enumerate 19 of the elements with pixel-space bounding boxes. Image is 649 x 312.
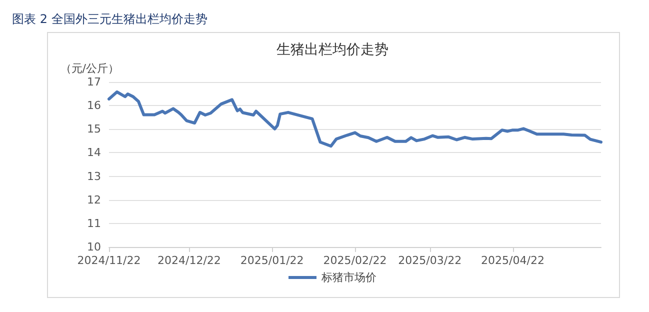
chart-title: 生猪出栏均价走势 <box>276 42 388 58</box>
x-tick-label: 2025/01/22 <box>240 254 304 267</box>
y-tick-label: 12 <box>87 193 101 206</box>
y-axis-title: （元/公斤） <box>60 62 119 75</box>
x-tick-label: 2025/03/22 <box>398 254 462 267</box>
x-tick-label: 2025/02/22 <box>323 254 387 267</box>
legend-label: 标猪市场价 <box>320 271 376 284</box>
y-tick-label: 13 <box>87 170 101 183</box>
line-series <box>108 90 602 148</box>
y-tick-label: 16 <box>87 99 101 112</box>
text: 图表 2 全国外三元生猪出栏均价走势 <box>12 11 208 28</box>
x-tick-label: 2024/11/22 <box>77 254 141 267</box>
y-tick-label: 17 <box>87 76 101 88</box>
x-tick-label: 2024/12/22 <box>158 254 221 267</box>
y-tick-label: 15 <box>87 122 101 136</box>
y-tick-label: 10 <box>87 240 101 254</box>
x-tick-label: 2025/04/22 <box>481 254 544 267</box>
y-tick-label: 11 <box>87 216 101 230</box>
y-tick-label: 14 <box>87 146 101 160</box>
